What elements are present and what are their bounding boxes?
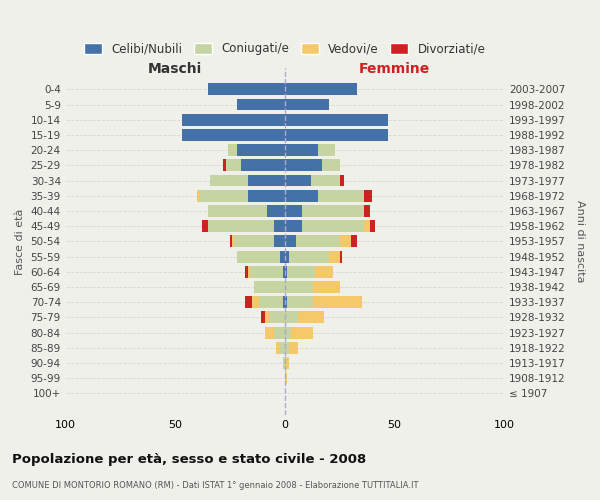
Bar (292, 326, 313, 338)
Bar (285, 266, 287, 278)
Bar (285, 357, 289, 369)
Bar (199, 190, 248, 202)
Text: Femmine: Femmine (359, 62, 430, 76)
Bar (285, 372, 287, 384)
Bar (276, 342, 280, 353)
Bar (302, 205, 364, 217)
Text: COMUNE DI MONTORIO ROMANO (RM) - Dati ISTAT 1° gennaio 2008 - Elaborazione TUTTI: COMUNE DI MONTORIO ROMANO (RM) - Dati IS… (12, 480, 419, 490)
Bar (311, 174, 340, 186)
Bar (317, 144, 335, 156)
Bar (285, 250, 289, 262)
Bar (182, 114, 285, 126)
Bar (285, 98, 329, 110)
Bar (223, 160, 226, 172)
Bar (235, 236, 274, 248)
Bar (285, 129, 388, 141)
Y-axis label: Anni di nascita: Anni di nascita (575, 200, 585, 282)
Bar (313, 296, 362, 308)
Bar (285, 160, 322, 172)
Bar (248, 174, 285, 186)
Bar (230, 236, 232, 248)
Bar (259, 296, 283, 308)
Bar (236, 144, 285, 156)
Bar (252, 296, 259, 308)
Bar (245, 296, 252, 308)
Text: Maschi: Maschi (148, 62, 202, 76)
Bar (232, 236, 235, 248)
Bar (285, 220, 302, 232)
Bar (254, 281, 285, 293)
Bar (208, 84, 285, 96)
Bar (296, 236, 340, 248)
Bar (298, 312, 324, 324)
Bar (340, 236, 350, 248)
Bar (285, 342, 289, 353)
Legend: Celibi/Nubili, Coniugati/e, Vedovi/e, Divorziati/e: Celibi/Nubili, Coniugati/e, Vedovi/e, Di… (80, 38, 489, 59)
Bar (289, 342, 298, 353)
Bar (285, 144, 317, 156)
Bar (285, 205, 302, 217)
Bar (285, 114, 388, 126)
Bar (208, 220, 274, 232)
Bar (329, 250, 340, 262)
Bar (210, 174, 248, 186)
Bar (285, 326, 292, 338)
Bar (285, 190, 317, 202)
Bar (285, 312, 298, 324)
Bar (283, 357, 285, 369)
Bar (370, 220, 374, 232)
Bar (322, 160, 340, 172)
Bar (248, 190, 285, 202)
Bar (285, 174, 311, 186)
Bar (280, 250, 285, 262)
Bar (285, 296, 287, 308)
Bar (236, 98, 285, 110)
Bar (182, 129, 285, 141)
Bar (350, 236, 357, 248)
Bar (283, 266, 285, 278)
Bar (269, 312, 285, 324)
Bar (364, 205, 370, 217)
Bar (302, 220, 364, 232)
Bar (283, 296, 285, 308)
Bar (287, 296, 313, 308)
Bar (245, 266, 248, 278)
Bar (316, 266, 333, 278)
Bar (202, 220, 208, 232)
Bar (289, 250, 329, 262)
Bar (197, 190, 199, 202)
Bar (340, 250, 342, 262)
Bar (226, 160, 241, 172)
Bar (241, 160, 285, 172)
Bar (267, 205, 285, 217)
Bar (248, 266, 250, 278)
Bar (250, 266, 283, 278)
Bar (236, 250, 280, 262)
Text: Popolazione per età, sesso e stato civile - 2008: Popolazione per età, sesso e stato civil… (12, 452, 366, 466)
Bar (274, 326, 285, 338)
Bar (317, 190, 364, 202)
Bar (285, 236, 296, 248)
Bar (265, 312, 269, 324)
Bar (364, 220, 370, 232)
Bar (208, 205, 267, 217)
Bar (313, 281, 340, 293)
Bar (340, 174, 344, 186)
Bar (265, 326, 274, 338)
Bar (285, 84, 357, 96)
Bar (274, 236, 285, 248)
Bar (364, 190, 373, 202)
Bar (280, 342, 285, 353)
Bar (274, 220, 285, 232)
Bar (228, 144, 236, 156)
Y-axis label: Fasce di età: Fasce di età (15, 208, 25, 274)
Bar (287, 266, 316, 278)
Bar (285, 281, 313, 293)
Bar (261, 312, 265, 324)
